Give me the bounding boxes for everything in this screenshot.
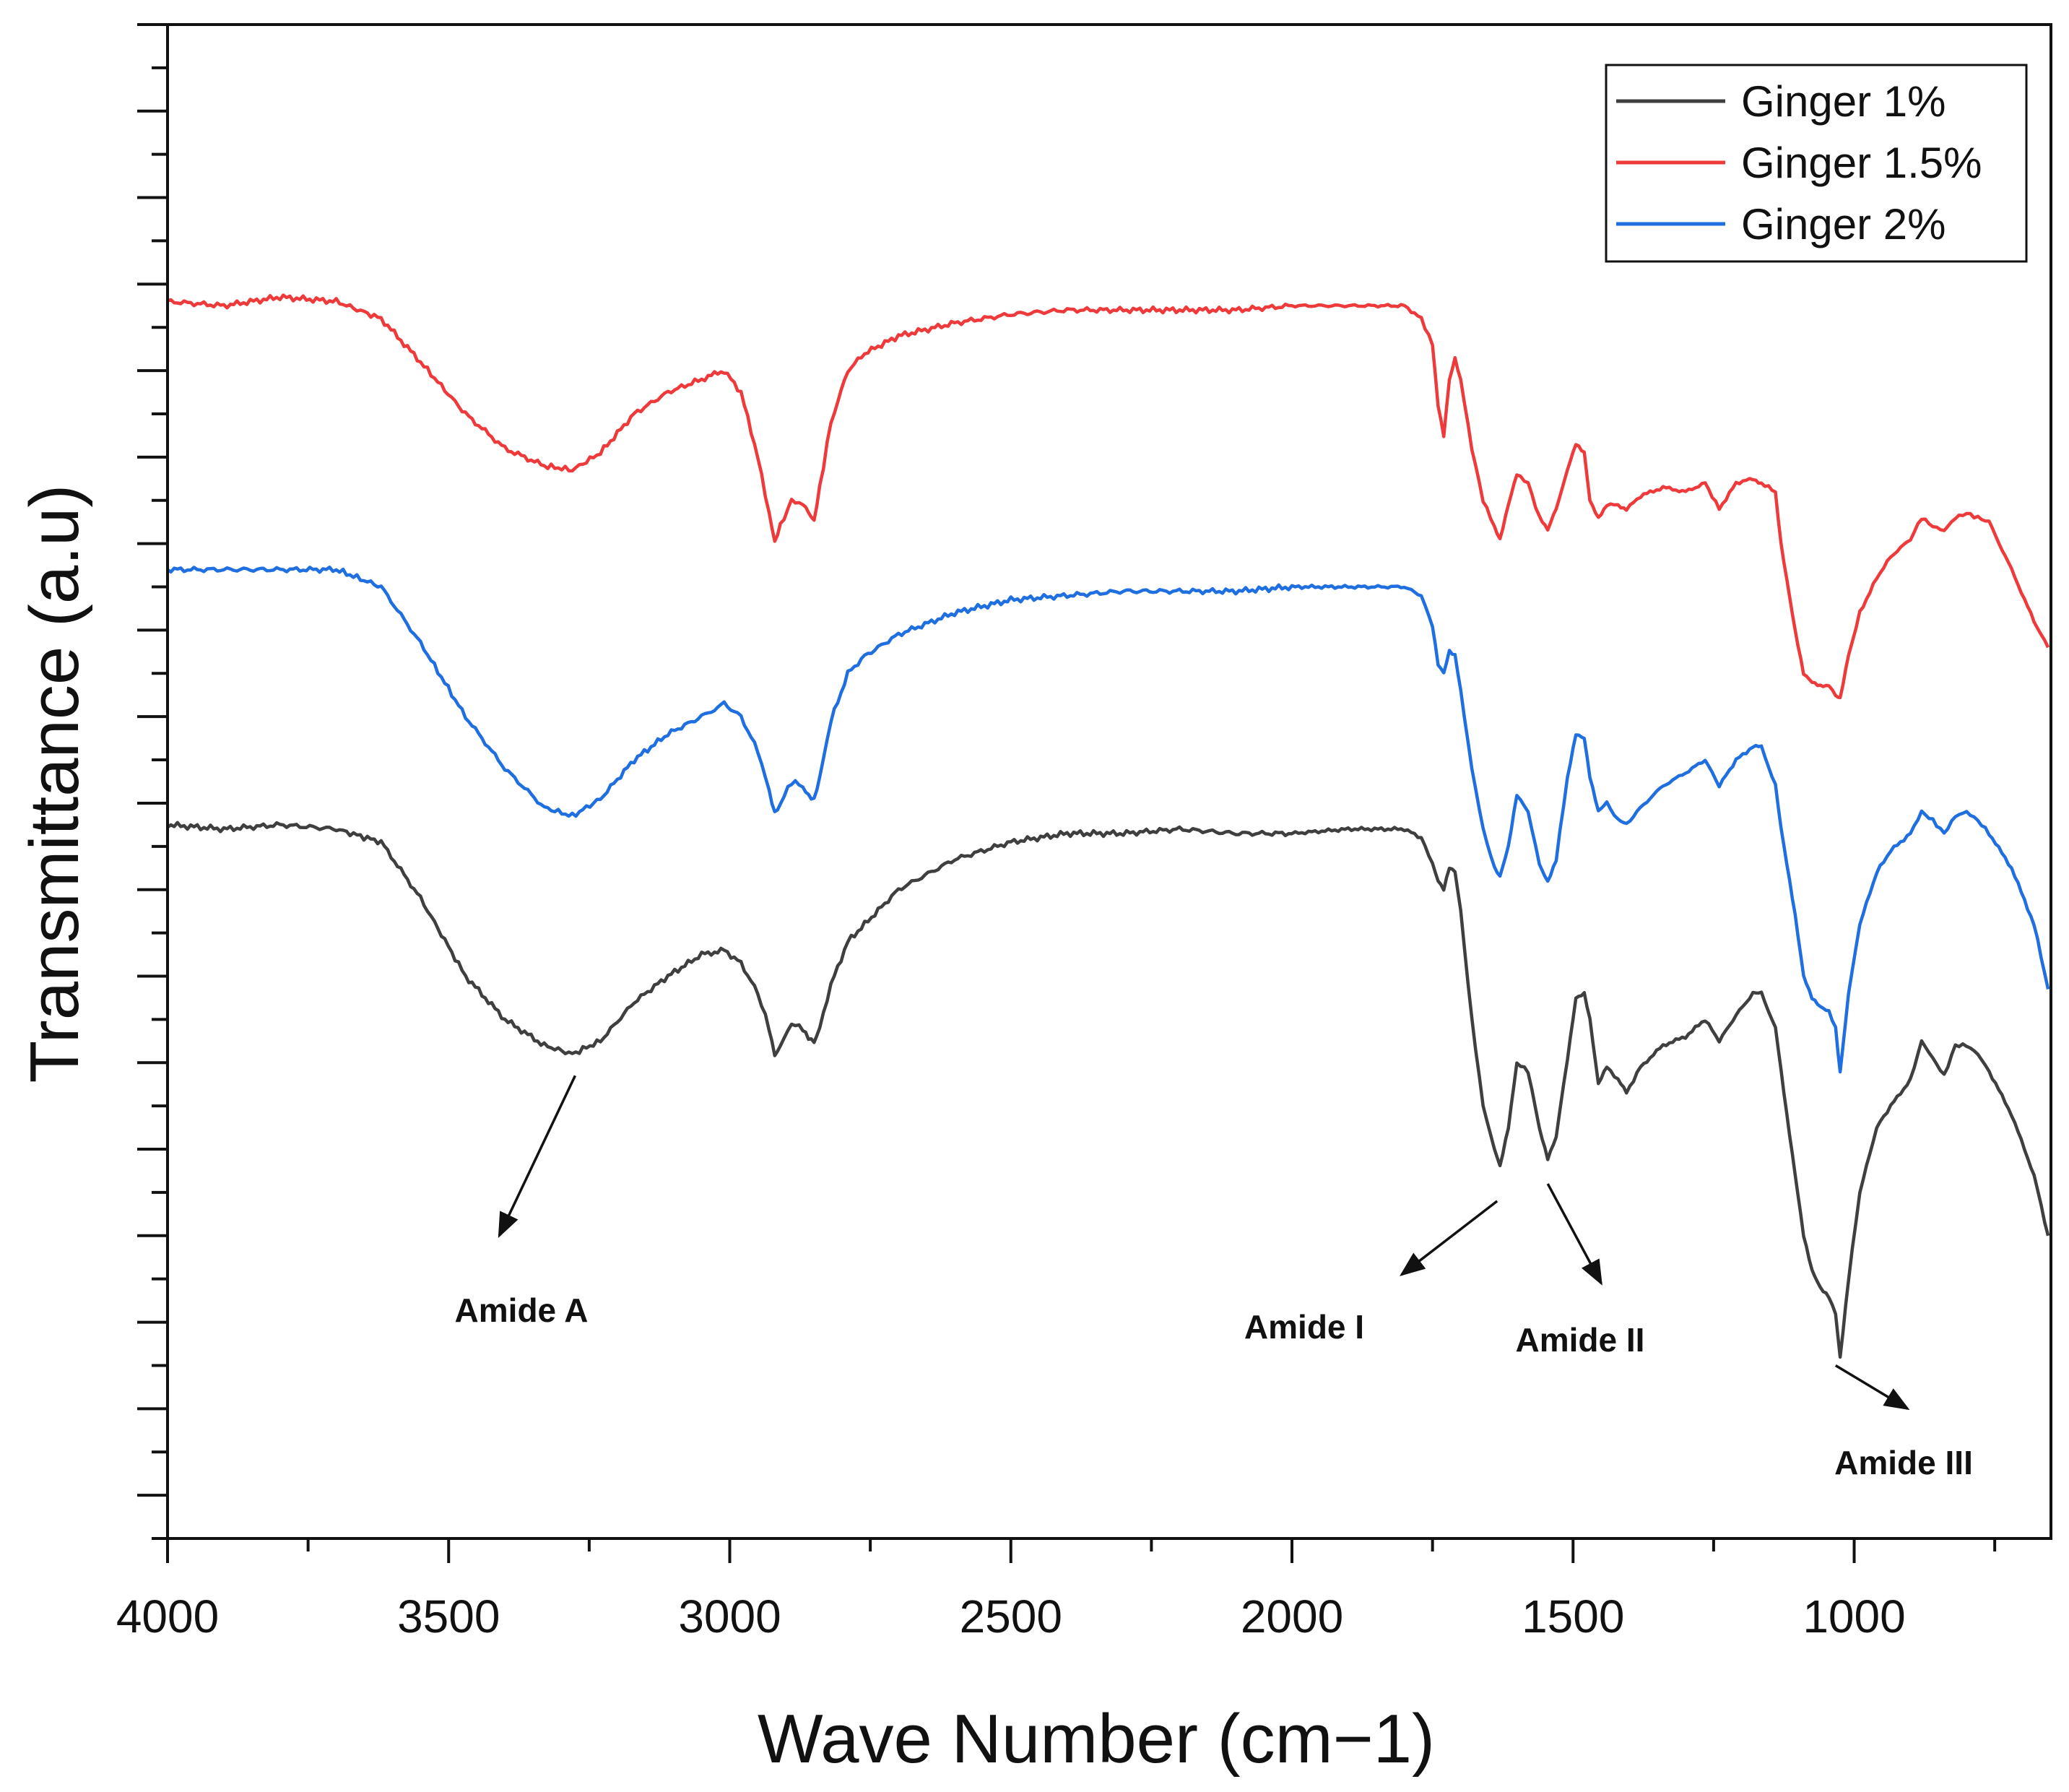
y-axis — [137, 23, 169, 1540]
annotation-label: Amide II — [1516, 1321, 1645, 1359]
legend-label: Ginger 2% — [1741, 200, 1946, 248]
annotation-arrow — [1400, 1200, 1498, 1276]
annotation-label: Amide III — [1834, 1444, 1973, 1481]
x-tick-label: 3000 — [678, 1590, 781, 1642]
x-axis-title: Wave Number (cm−1) — [758, 1700, 1435, 1778]
annotation-label: Amide I — [1244, 1308, 1364, 1346]
legend-label: Ginger 1% — [1741, 77, 1946, 126]
series-line-3 — [166, 566, 2050, 1074]
x-axis: 4000 3500 3000 2500 2000 1500 1000 — [116, 1537, 2051, 1642]
x-tick-label: 1500 — [1522, 1590, 1624, 1642]
annotation-layer: Amide A Amide I Amide II Amide III — [455, 1075, 1973, 1481]
annotation-arrow — [1834, 1364, 1910, 1411]
x-tick-label: 3500 — [397, 1590, 500, 1642]
x-tick-label: 2000 — [1241, 1590, 1343, 1642]
x-tick-label: 2500 — [960, 1590, 1062, 1642]
annotation-arrow — [498, 1075, 576, 1238]
annotation-arrow — [1546, 1183, 1602, 1286]
legend: Ginger 1% Ginger 1.5% Ginger 2% — [1605, 64, 2028, 263]
series-line-2 — [167, 293, 2050, 700]
annotation-label: Amide A — [455, 1291, 589, 1329]
y-axis-title: Transmittance (a.u) — [16, 485, 93, 1083]
x-tick-label: 1000 — [1803, 1590, 1905, 1642]
x-tick-label: 4000 — [116, 1590, 219, 1642]
series-line-1 — [166, 821, 2050, 1359]
series-layer — [166, 293, 2050, 1359]
legend-label: Ginger 1.5% — [1741, 139, 1982, 187]
